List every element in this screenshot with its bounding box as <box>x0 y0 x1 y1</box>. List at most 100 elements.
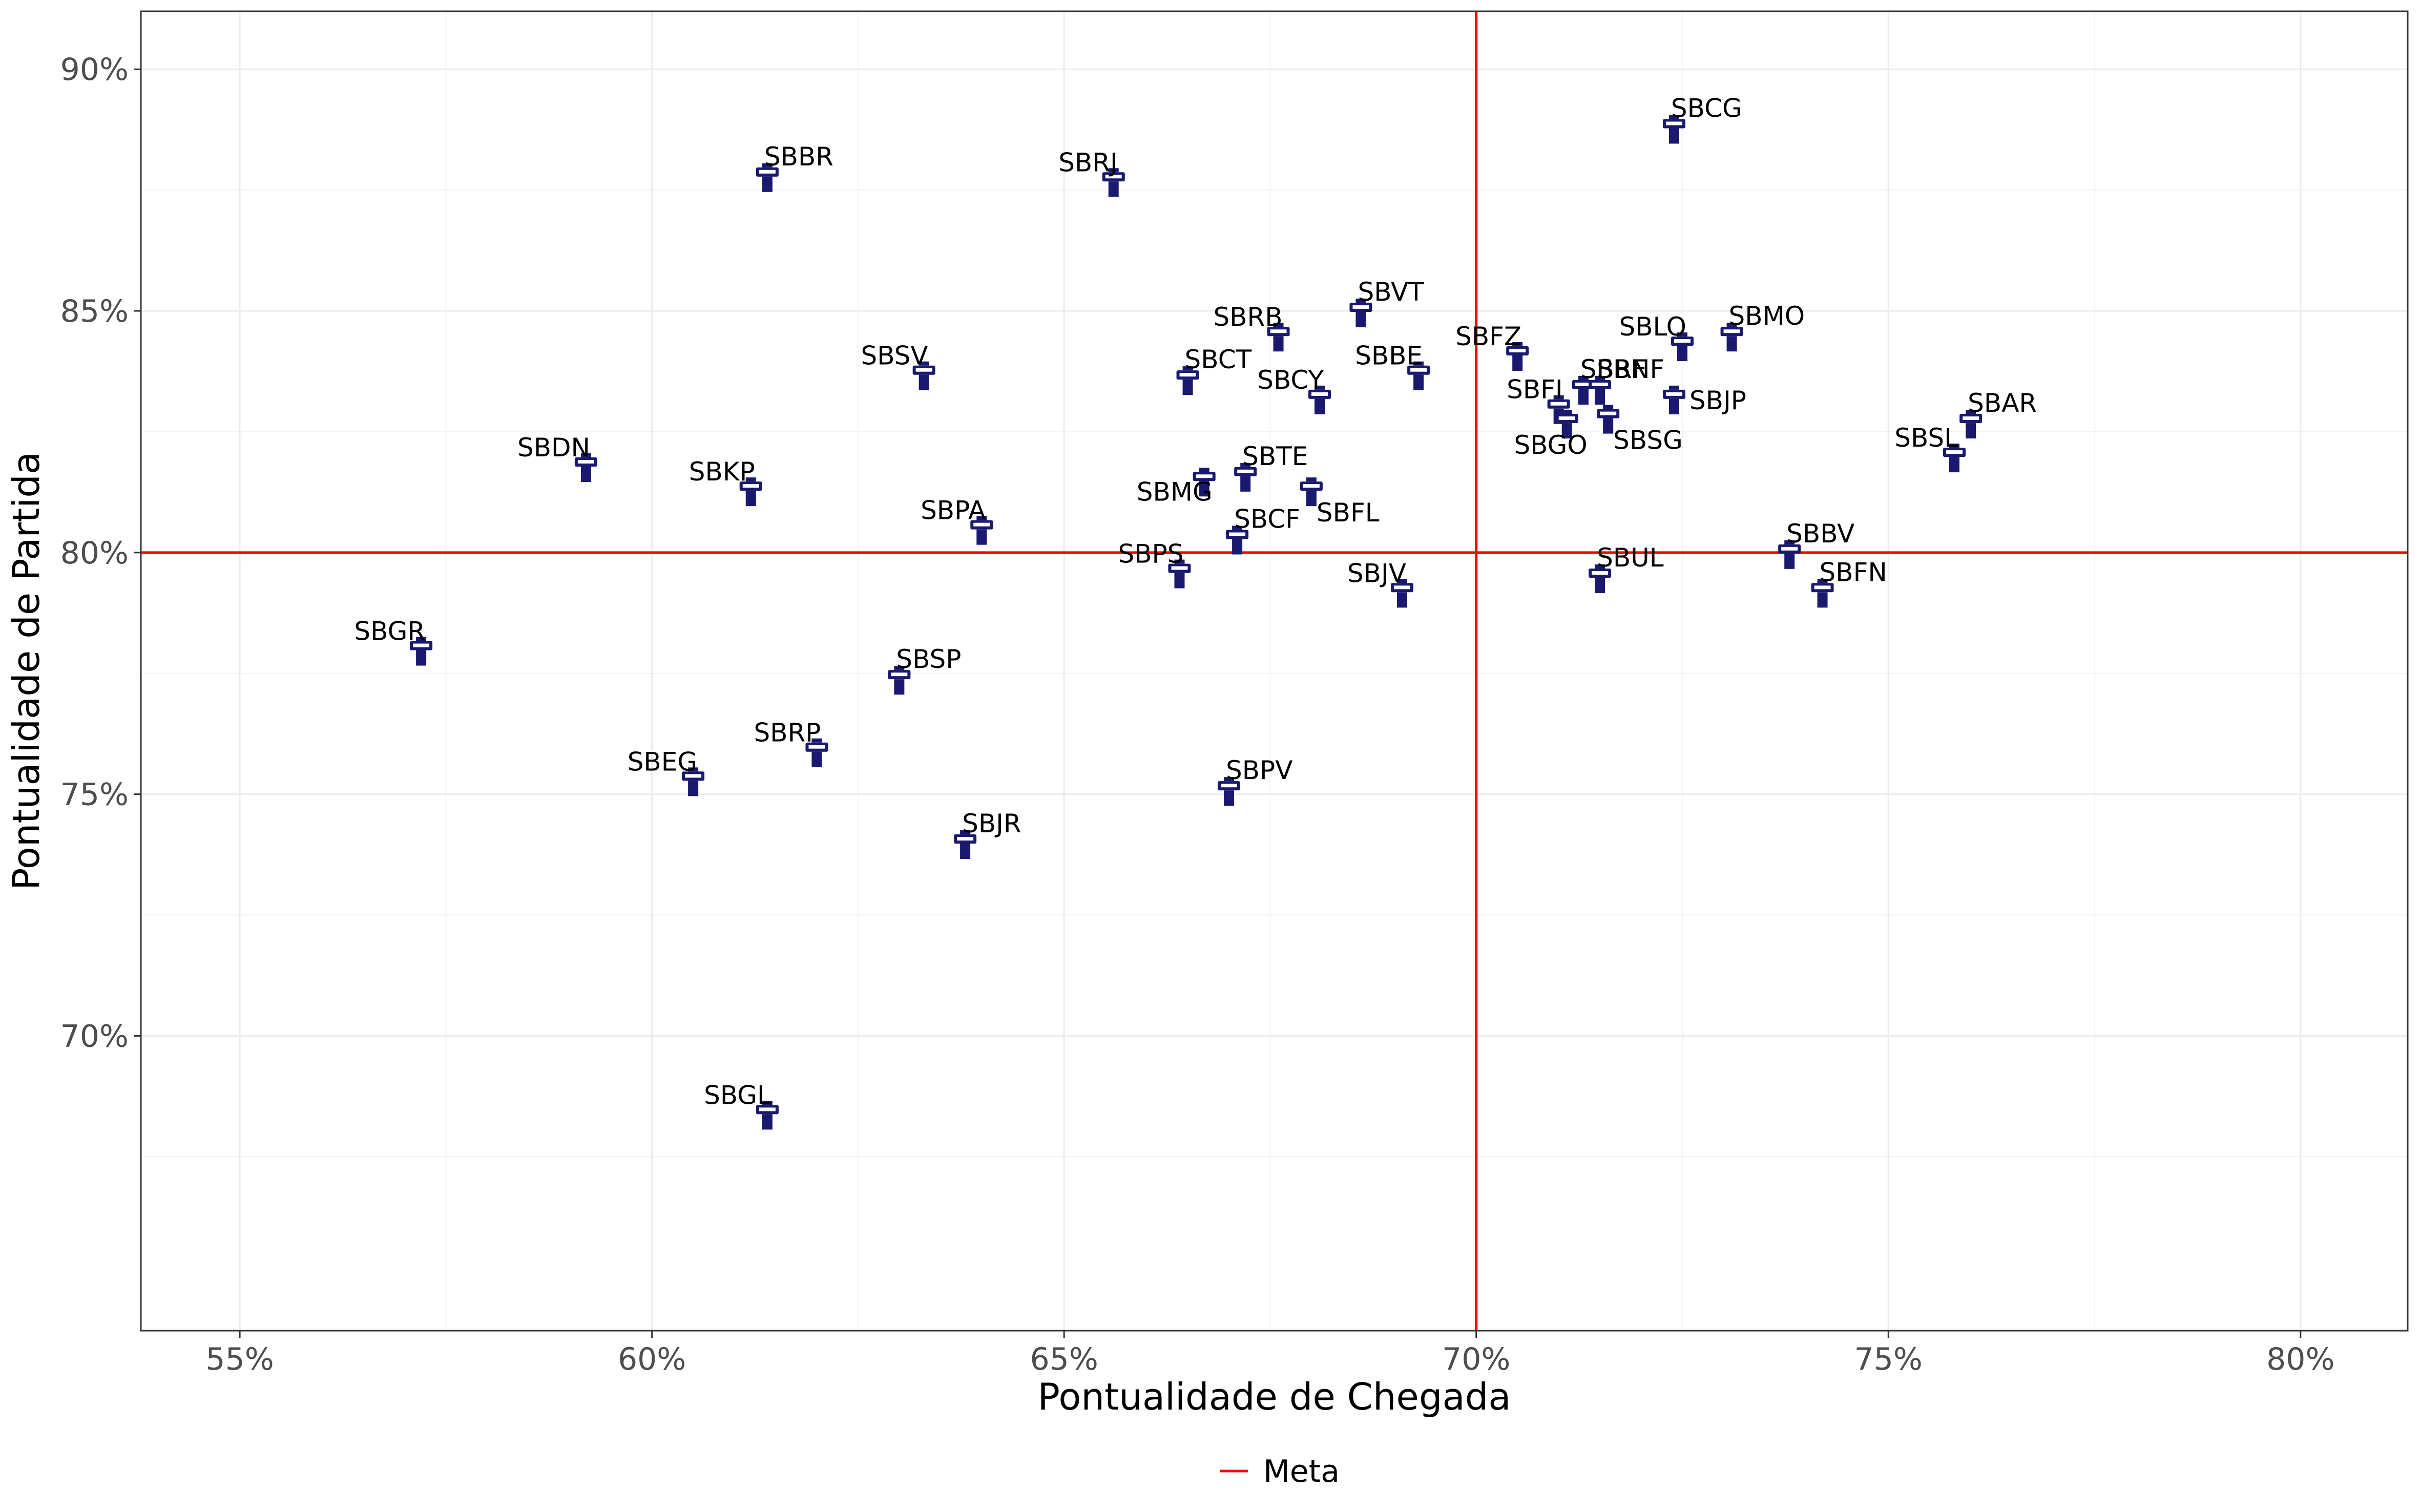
point-label-sbgl: SBGL <box>704 1080 771 1110</box>
point-label-sbbv: SBBV <box>1786 519 1854 549</box>
point-label-sbul: SBUL <box>1597 543 1664 573</box>
data-point-sbfz <box>1506 342 1529 371</box>
data-point-sbjv <box>1390 579 1413 608</box>
reference-lines <box>141 11 2408 1331</box>
x-tick-label: 65% <box>1030 1341 1098 1377</box>
data-point-sbte <box>1234 463 1257 492</box>
point-label-sblo: SBLO <box>1619 312 1686 342</box>
point-label-sbeg: SBEG <box>628 747 697 776</box>
point-label-sbsl: SBSL <box>1894 423 1958 453</box>
point-label-sbmg: SBMG <box>1137 477 1213 507</box>
minor-gridlines <box>141 11 2408 1331</box>
point-label-sbcf: SBCF <box>1234 505 1300 534</box>
data-point-sbul <box>1589 564 1612 593</box>
legend: Meta <box>1220 1454 1340 1489</box>
point-label-sbsg: SBSG <box>1613 426 1683 455</box>
point-label-sbcy: SBCY <box>1257 365 1324 395</box>
data-point-sbgr <box>410 637 433 666</box>
y-tick-label: 70% <box>60 1018 129 1054</box>
y-tick-label: 85% <box>60 293 129 329</box>
point-label-sbcg: SBCG <box>1671 93 1742 123</box>
point-label-sbjr: SBJR <box>962 809 1021 838</box>
point-labels: SBCG SBBR SBRJ SBVT SBRB SBMO SBLO SBFZ SBSV SBCT… <box>354 93 2037 1110</box>
y-tick-label: 90% <box>60 52 129 88</box>
data-points <box>410 115 1983 1130</box>
data-point-sbar <box>1959 410 1983 439</box>
data-point-sbfl <box>1300 477 1323 507</box>
point-label-sbbr: SBBR <box>764 142 833 172</box>
data-point-sbcg <box>1662 115 1685 144</box>
point-label-sbjp: SBJP <box>1689 386 1746 415</box>
point-label-sbsp: SBSP <box>896 644 961 674</box>
point-label-sbmo: SBMO <box>1729 301 1805 331</box>
point-label-sbrp: SBRP <box>754 718 821 748</box>
data-point-sblo <box>1671 332 1694 362</box>
y-axis-ticks: 70% 75% 80% 85% 90% <box>60 52 141 1054</box>
point-label-sbps: SBPS <box>1118 539 1184 569</box>
data-point-sbjp <box>1662 385 1685 414</box>
point-label-sbnf: SBNF <box>1597 354 1664 384</box>
point-label-sbgr: SBGR <box>354 617 425 646</box>
point-label-sbfz: SBFZ <box>1455 322 1521 351</box>
data-point-sbsp <box>888 666 911 695</box>
data-point-sbmo <box>1720 323 1743 352</box>
point-label-sbgo: SBGO <box>1514 430 1587 460</box>
point-label-sbpv: SBPV <box>1226 755 1292 785</box>
point-label-sbsv: SBSV <box>861 341 928 371</box>
y-tick-label: 75% <box>60 777 129 813</box>
x-tick-label: 80% <box>2266 1341 2334 1377</box>
data-point-sbpv <box>1218 777 1240 806</box>
data-point-sbvt <box>1349 299 1372 328</box>
x-tick-label: 75% <box>1854 1341 1923 1377</box>
data-point-sbcf <box>1226 526 1249 555</box>
data-point-sbfn <box>1811 579 1834 608</box>
x-axis-ticks: 55% 60% 65% 70% 75% 80% <box>205 1331 2334 1377</box>
x-tick-label: 60% <box>618 1341 686 1377</box>
point-label-sbrf: SBRF <box>1580 354 1647 384</box>
data-point-sbrb <box>1267 323 1290 352</box>
point-label-sbrj: SBRJ <box>1058 148 1118 177</box>
data-point-sbsl <box>1943 444 1966 473</box>
data-point-sbgo <box>1555 410 1578 439</box>
data-point-sbjr <box>954 830 977 859</box>
y-tick-label: 80% <box>60 535 129 571</box>
major-gridlines <box>141 11 2408 1331</box>
data-point-sbcy <box>1308 385 1331 414</box>
point-label-sbfl: SBFL <box>1317 498 1380 528</box>
data-point-sbsv <box>912 361 935 390</box>
data-point-sbrp <box>805 738 828 767</box>
data-point-sbbv <box>1778 540 1801 569</box>
point-label-sbfn: SBFN <box>1820 557 1887 587</box>
data-point-sbdn <box>574 453 597 482</box>
point-label-sbrb: SBRB <box>1213 302 1282 332</box>
y-axis-title: Pontualidade de Partida <box>5 452 48 890</box>
data-point-sbgl <box>756 1101 779 1130</box>
x-axis-title: Pontualidade de Chegada <box>1038 1375 1511 1418</box>
data-point-sbbe <box>1407 361 1430 390</box>
data-point-sbkp <box>739 477 762 507</box>
data-point-sbbr <box>756 163 779 192</box>
point-label-sbpa: SBPA <box>921 496 986 526</box>
x-tick-label: 55% <box>205 1341 274 1377</box>
data-point-sbrj <box>1102 168 1125 197</box>
data-point-sbsg <box>1597 405 1620 434</box>
x-tick-label: 70% <box>1442 1341 1510 1377</box>
data-point-sbct <box>1176 366 1199 395</box>
point-label-sbjv: SBJV <box>1347 558 1406 588</box>
data-point-sbpa <box>970 516 993 545</box>
point-label-sbbe: SBBE <box>1355 341 1423 371</box>
point-label-sbfi: SBFI <box>1507 375 1563 405</box>
data-point-sbnf <box>1589 376 1612 405</box>
data-point-sbeg <box>682 767 705 796</box>
point-label-sbct: SBCT <box>1185 345 1252 374</box>
legend-label-meta: Meta <box>1263 1454 1340 1489</box>
point-label-sbvt: SBVT <box>1358 277 1424 307</box>
point-label-sbte: SBTE <box>1242 442 1308 471</box>
panel-border <box>140 10 2409 1332</box>
data-point-sbps <box>1168 559 1191 589</box>
data-point-sbmg <box>1193 468 1216 497</box>
point-label-sbkp: SBKP <box>689 457 755 487</box>
point-label-sbdn: SBDN <box>517 433 590 463</box>
point-label-sbar: SBAR <box>1968 388 2037 418</box>
